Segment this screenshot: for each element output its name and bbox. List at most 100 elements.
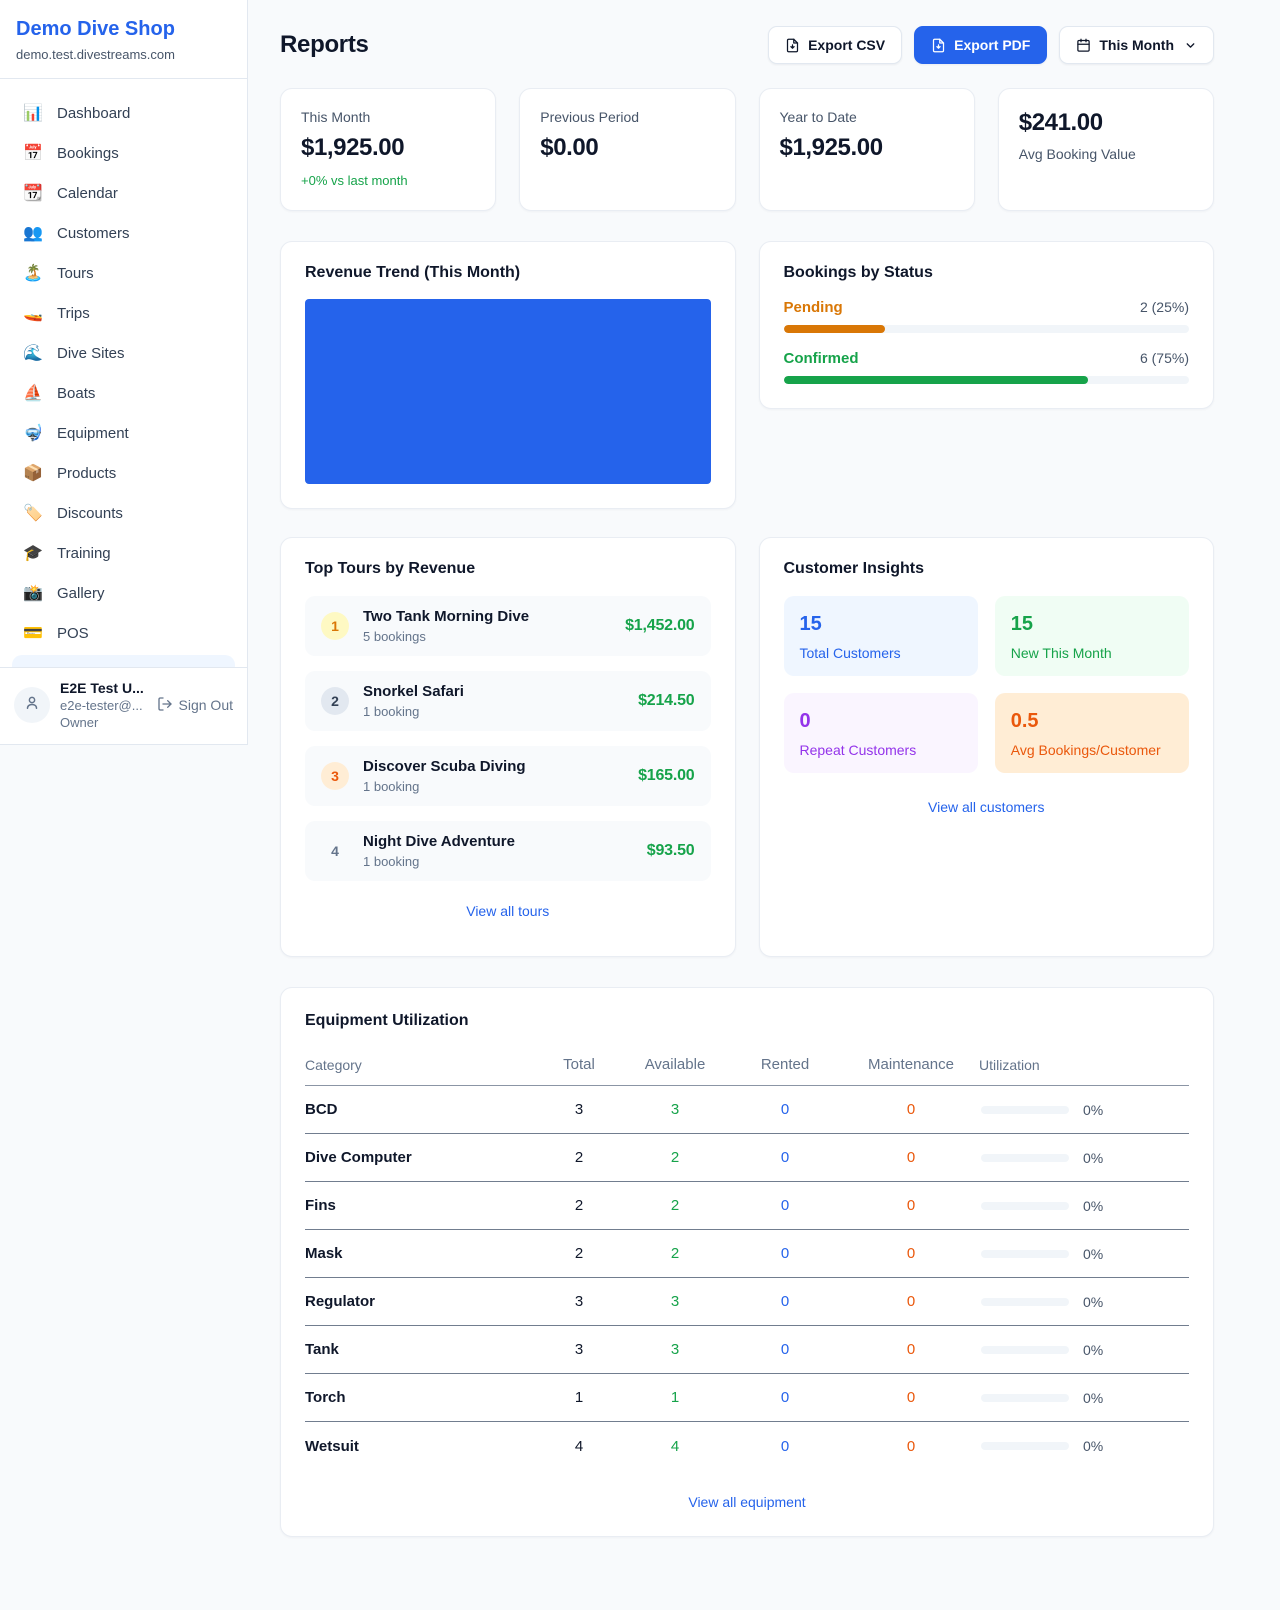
- export-csv-label: Export CSV: [808, 37, 886, 53]
- equipment-category: BCD: [305, 1101, 338, 1118]
- sidebar-item-label: Boats: [57, 384, 96, 402]
- sidebar-item-dashboard[interactable]: 📊 Dashboard: [12, 93, 235, 133]
- view-all-tours-link[interactable]: View all tours: [466, 903, 550, 919]
- credit-card-icon: 💳: [23, 625, 43, 642]
- tour-row: 3 Discover Scuba Diving 1 booking $165.0…: [305, 746, 711, 806]
- sailboat-icon: ⛵: [23, 385, 43, 402]
- sidebar-item-label: Equipment: [57, 424, 129, 442]
- charts-row: Revenue Trend (This Month) Bookings by S…: [280, 241, 1214, 509]
- status-row-confirmed: Confirmed 6 (75%): [783, 350, 1189, 384]
- tour-amount: $1,452.00: [625, 617, 695, 634]
- file-download-icon: [785, 38, 800, 53]
- tile-label: Avg Bookings/Customer: [1010, 742, 1161, 758]
- page-title: Reports: [280, 31, 369, 58]
- table-row: Tank 3 3 0 0 0%: [305, 1326, 1189, 1374]
- view-all-customers-link[interactable]: View all customers: [928, 799, 1045, 815]
- top-tours-title: Top Tours by Revenue: [305, 560, 476, 577]
- camera-icon: 📸: [23, 585, 43, 602]
- tile-value: 15: [1010, 613, 1033, 635]
- utilization-percent: 0%: [1083, 1197, 1104, 1214]
- equipment-category: Mask: [305, 1245, 343, 1262]
- equipment-available: 2: [670, 1197, 680, 1214]
- column-header: Utilization: [979, 1056, 1040, 1073]
- tour-bookings: 1 booking: [363, 704, 420, 719]
- sidebar-item-customers[interactable]: 👥 Customers: [12, 213, 235, 253]
- sidebar-item-bookings[interactable]: 📅 Bookings: [12, 133, 235, 173]
- period-selector[interactable]: This Month: [1059, 26, 1214, 64]
- equipment-rented: 0: [780, 1389, 790, 1406]
- export-pdf-button[interactable]: Export PDF: [914, 26, 1048, 64]
- status-progress-track: [783, 376, 1189, 384]
- status-row-pending: Pending 2 (25%): [783, 299, 1189, 333]
- table-row: Wetsuit 4 4 0 0 0%: [305, 1422, 1189, 1470]
- tear-off-calendar-icon: 📆: [23, 185, 43, 202]
- sidebar-item-boats[interactable]: ⛵ Boats: [12, 373, 235, 413]
- tour-row: 4 Night Dive Adventure 1 booking $93.50: [305, 821, 711, 881]
- sidebar-item-label: Products: [57, 464, 117, 482]
- user-email: e2e-tester@...: [60, 698, 143, 713]
- sign-out-icon: [157, 696, 173, 715]
- equipment-rented: 0: [780, 1245, 790, 1262]
- sign-out-label: Sign Out: [178, 697, 233, 713]
- tour-name: Two Tank Morning Dive: [363, 608, 530, 625]
- rank-badge: 4: [331, 843, 339, 859]
- tile-value: 15: [799, 613, 822, 635]
- sidebar-item-pos[interactable]: 💳 POS: [12, 613, 235, 653]
- stat-value: $241.00: [1018, 109, 1103, 136]
- tour-info: Snorkel Safari 1 booking: [363, 683, 464, 719]
- equipment-total: 3: [574, 1293, 584, 1310]
- shop-name: Demo Dive Shop: [16, 18, 175, 40]
- equipment-category: Tank: [305, 1341, 339, 1358]
- stat-label: Avg Booking Value: [1018, 146, 1136, 162]
- tile-label: New This Month: [1010, 645, 1112, 661]
- sidebar-item-gallery[interactable]: 📸 Gallery: [12, 573, 235, 613]
- export-csv-button[interactable]: Export CSV: [768, 26, 903, 64]
- sidebar-item-products[interactable]: 📦 Products: [12, 453, 235, 493]
- stat-label: Year to Date: [779, 109, 857, 125]
- sidebar-item-trips[interactable]: 🚤 Trips: [12, 293, 235, 333]
- sidebar-item-label: POS: [57, 624, 89, 642]
- sidebar-item-tours[interactable]: 🏝️ Tours: [12, 253, 235, 293]
- rank-badge: 3: [321, 762, 349, 790]
- sidebar-item-training[interactable]: 🎓 Training: [12, 533, 235, 573]
- island-icon: 🏝️: [23, 265, 43, 282]
- rank-badge: 1: [321, 612, 349, 640]
- package-icon: 📦: [23, 465, 43, 482]
- sidebar-item-active-partial[interactable]: [12, 655, 235, 667]
- status-progress-track: [783, 325, 1189, 333]
- table-row: Dive Computer 2 2 0 0 0%: [305, 1134, 1189, 1182]
- tour-row: 2 Snorkel Safari 1 booking $214.50: [305, 671, 711, 731]
- equipment-available: 4: [670, 1437, 680, 1455]
- equipment-available: 1: [670, 1389, 680, 1406]
- sidebar-item-label: Customers: [57, 224, 130, 242]
- rank-badge: 2: [321, 687, 349, 715]
- equipment-maintenance: 0: [906, 1437, 916, 1455]
- equipment-available: 2: [670, 1245, 680, 1262]
- sidebar-item-discounts[interactable]: 🏷️ Discounts: [12, 493, 235, 533]
- stats-row: This Month $1,925.00 +0% vs last month P…: [280, 88, 1214, 211]
- sign-out-button[interactable]: Sign Out: [157, 696, 233, 715]
- utilization-bar: [981, 1201, 1069, 1210]
- equipment-category: Regulator: [305, 1293, 376, 1310]
- status-label: Pending: [783, 299, 843, 316]
- tour-amount: $165.00: [638, 767, 695, 784]
- sidebar-item-label: Bookings: [57, 144, 119, 162]
- tile-value: 0.5: [1010, 710, 1039, 732]
- equipment-available: 3: [670, 1101, 680, 1118]
- sidebar-item-equipment[interactable]: 🤿 Equipment: [12, 413, 235, 453]
- utilization-percent: 0%: [1083, 1149, 1104, 1166]
- equipment-available: 3: [670, 1293, 680, 1310]
- bookings-by-status-title: Bookings by Status: [783, 264, 933, 281]
- sidebar-item-dive-sites[interactable]: 🌊 Dive Sites: [12, 333, 235, 373]
- utilization-bar: [981, 1393, 1069, 1402]
- sidebar-item-label: Training: [57, 544, 111, 562]
- equipment-total: 1: [574, 1389, 584, 1406]
- equipment-total: 2: [574, 1245, 584, 1262]
- table-row: Fins 2 2 0 0 0%: [305, 1182, 1189, 1230]
- sidebar-item-calendar[interactable]: 📆 Calendar: [12, 173, 235, 213]
- equipment-total: 2: [574, 1197, 584, 1214]
- tour-bookings: 5 bookings: [363, 629, 426, 644]
- sidebar-item-label: Dive Sites: [57, 344, 125, 362]
- equipment-maintenance: 0: [906, 1149, 916, 1166]
- view-all-equipment-link[interactable]: View all equipment: [688, 1494, 806, 1510]
